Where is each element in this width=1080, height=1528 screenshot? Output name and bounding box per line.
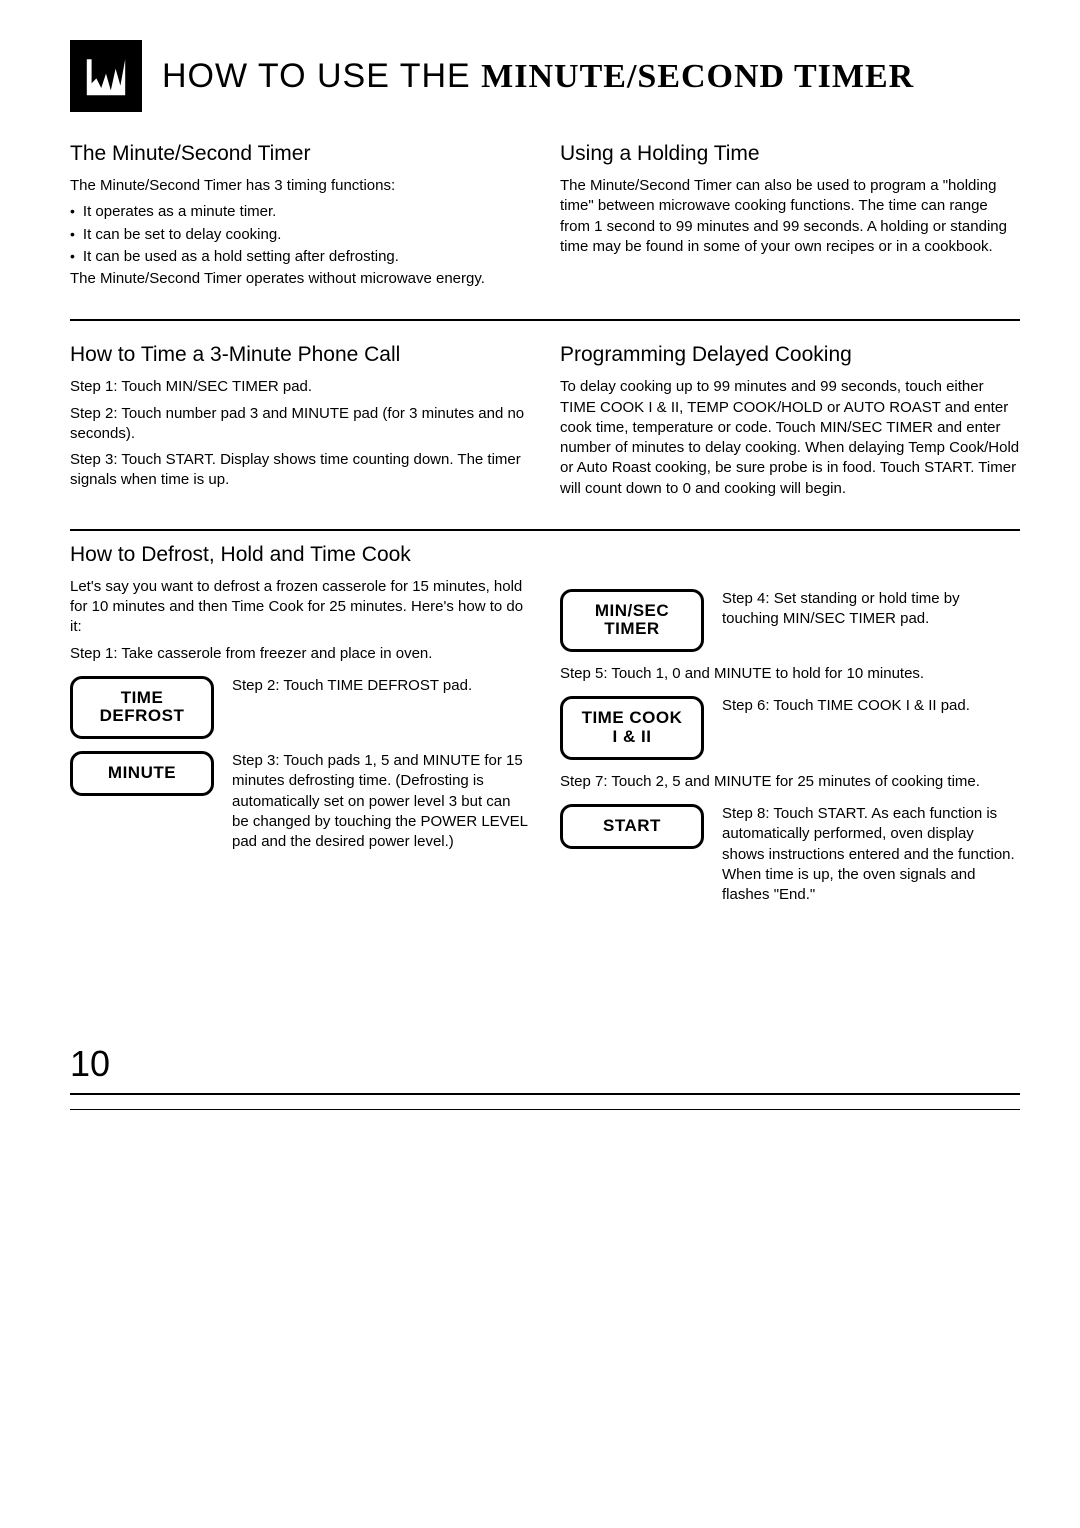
pad-time-cook: TIME COOK I & II [560,696,704,759]
heading-phone: How to Time a 3-Minute Phone Call [70,343,530,367]
defrost-s6: Step 6: Touch TIME COOK I & II pad. [722,696,970,716]
defrost-s8: Step 8: Touch START. As each function is… [722,804,1020,905]
holding-body: The Minute/Second Timer can also be used… [560,176,1020,257]
divider-2 [70,529,1020,531]
defrost-s2: Step 2: Touch TIME DEFROST pad. [232,676,472,696]
bottom-rule-thin [70,1109,1020,1110]
pad-minute: MINUTE [70,751,214,796]
page-number: 10 [70,1043,1020,1085]
pad-minsec-timer: MIN/SEC TIMER [560,589,704,652]
defrost-s5: Step 5: Touch 1, 0 and MINUTE to hold fo… [560,664,1020,684]
outro-text: The Minute/Second Timer operates without… [70,269,530,289]
defrost-s7: Step 7: Touch 2, 5 and MINUTE for 25 min… [560,772,1020,792]
phone-s1: Step 1: Touch MIN/SEC TIMER pad. [70,377,530,397]
phone-s3: Step 3: Touch START. Display shows time … [70,450,530,491]
title-plain: HOW TO USE THE [162,57,481,95]
bullet-2: It can be set to delay cooking. [70,225,530,245]
defrost-s1: Step 1: Take casserole from freezer and … [70,644,530,664]
pad-time-defrost: TIME DEFROST [70,676,214,739]
defrost-intro: Let's say you want to defrost a frozen c… [70,577,530,638]
defrost-s3: Step 3: Touch pads 1, 5 and MINUTE for 1… [232,751,530,852]
bottom-rule [70,1093,1020,1095]
heading-holding: Using a Holding Time [560,142,1020,166]
bullet-1: It operates as a minute timer. [70,202,530,222]
pad-start: START [560,804,704,849]
page-title: HOW TO USE THE MINUTE/SECOND TIMER [162,57,914,96]
delayed-body: To delay cooking up to 99 minutes and 99… [560,377,1020,499]
defrost-s4: Step 4: Set standing or hold time by tou… [722,589,1020,630]
heading-minute-second: The Minute/Second Timer [70,142,530,166]
heading-delayed: Programming Delayed Cooking [560,343,1020,367]
divider-1 [70,319,1020,321]
intro-text: The Minute/Second Timer has 3 timing fun… [70,176,530,196]
title-bold: MINUTE/SECOND TIMER [481,58,914,95]
heading-defrost: How to Defrost, Hold and Time Cook [70,543,1020,567]
logo-icon [70,40,142,112]
bullet-3: It can be used as a hold setting after d… [70,247,530,267]
phone-s2: Step 2: Touch number pad 3 and MINUTE pa… [70,404,530,445]
